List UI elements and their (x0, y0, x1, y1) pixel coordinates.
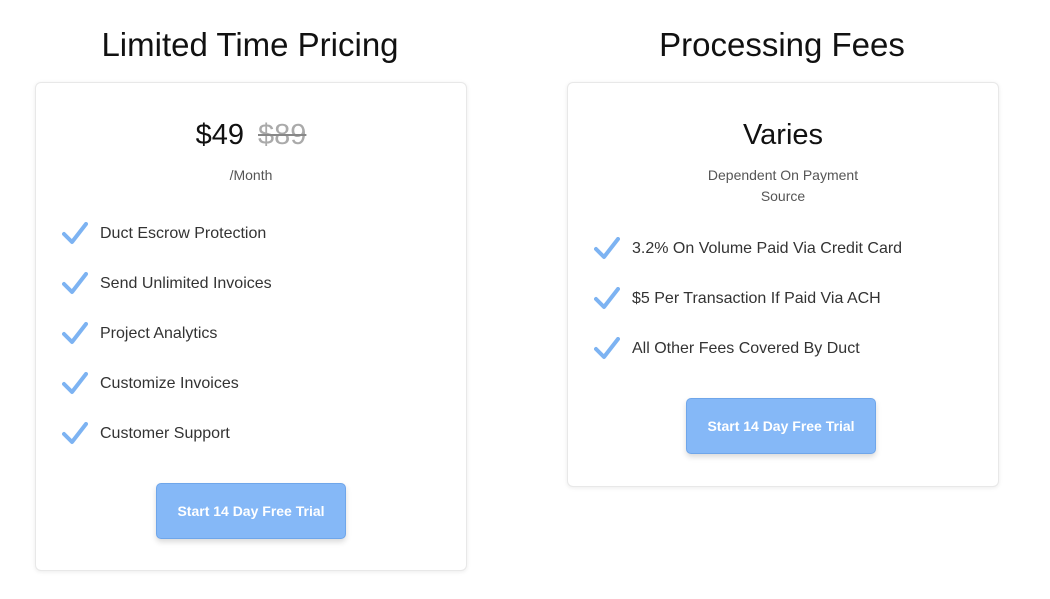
fees-title: Processing Fees (659, 26, 905, 63)
feature-item: Duct Escrow Protection (62, 222, 266, 246)
check-icon (594, 287, 620, 309)
fees-price: Varies (742, 119, 824, 151)
feature-label: $5 Per Transaction If Paid Via ACH (632, 290, 881, 307)
feature-item: Customer Support (62, 422, 230, 446)
start-trial-button[interactable]: Start 14 Day Free Trial (156, 483, 346, 539)
feature-item: Customize Invoices (62, 372, 239, 396)
feature-item: All Other Fees Covered By Duct (594, 337, 860, 361)
feature-item: Project Analytics (62, 322, 217, 346)
old-price: $89 (258, 119, 307, 151)
feature-label: Customize Invoices (100, 375, 239, 392)
check-icon (594, 337, 620, 359)
start-trial-button[interactable]: Start 14 Day Free Trial (686, 398, 876, 454)
feature-label: Send Unlimited Invoices (100, 275, 272, 292)
check-icon (62, 422, 88, 444)
feature-label: Customer Support (100, 425, 230, 442)
feature-label: Duct Escrow Protection (100, 225, 267, 242)
fees-card: Varies Dependent On Payment Source 3.2% O… (567, 82, 999, 487)
check-icon (62, 222, 88, 244)
feature-label: 3.2% On Volume Paid Via Credit Card (632, 240, 903, 257)
feature-label: All Other Fees Covered By Duct (632, 340, 860, 357)
price-period: /Month (229, 167, 273, 183)
pricing-card: $49 $89 /Month Duct Escrow Protection Send… (35, 82, 467, 571)
feature-item: 3.2% On Volume Paid Via Credit Card (594, 237, 902, 261)
check-icon (594, 237, 620, 259)
feature-item: $5 Per Transaction If Paid Via ACH (594, 287, 881, 311)
feature-item: Send Unlimited Invoices (62, 272, 272, 296)
feature-label: Project Analytics (100, 325, 218, 342)
check-icon (62, 372, 88, 394)
check-icon (62, 322, 88, 344)
current-price: $49 (195, 119, 244, 151)
pricing-title: Limited Time Pricing (101, 26, 399, 63)
fees-subtitle: Dependent On Payment Source (707, 167, 859, 204)
price: $49 $89 (36, 119, 466, 152)
check-icon (62, 272, 88, 294)
